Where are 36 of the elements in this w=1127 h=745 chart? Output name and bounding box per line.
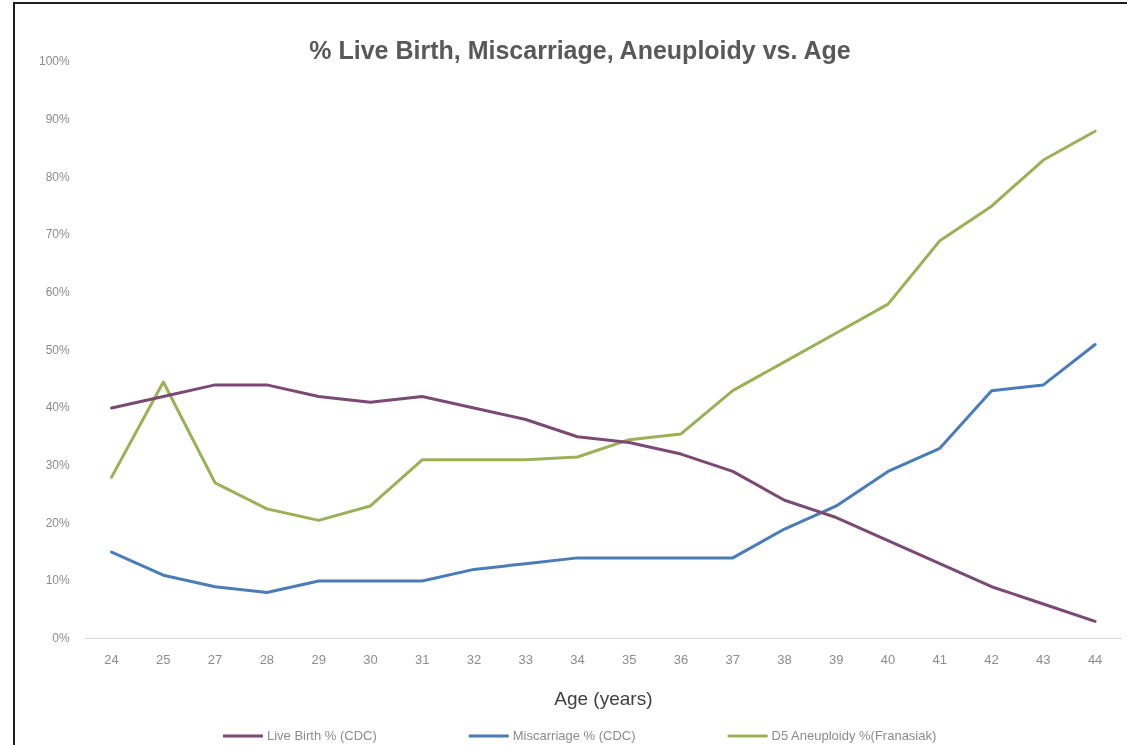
x-tick-label: 25 (156, 651, 171, 667)
legend-label: Miscarriage % (CDC) (512, 727, 636, 743)
y-tick-label: 50% (45, 342, 71, 357)
x-tick-label: 27 (207, 651, 223, 667)
x-tick-label: 40 (880, 651, 896, 667)
x-tick-label: 35 (621, 651, 637, 667)
x-tick-label: 42 (984, 651, 999, 667)
legend-label: Live Birth % (CDC) (266, 727, 377, 743)
x-tick-label: 29 (311, 651, 326, 667)
y-tick-label: 90% (45, 111, 71, 126)
x-tick-label: 39 (829, 651, 844, 667)
y-tick-label: 30% (45, 457, 71, 472)
y-tick-label: 0% (52, 630, 71, 645)
x-tick-label: 37 (725, 651, 740, 667)
x-tick-label: 32 (466, 651, 482, 667)
y-tick-label: 60% (45, 284, 71, 299)
x-tick-label: 44 (1087, 651, 1103, 667)
y-tick-label: 10% (45, 573, 71, 588)
x-tick-label: 36 (673, 651, 689, 667)
x-tick-label: 30 (363, 651, 378, 667)
y-tick-label: 40% (45, 400, 71, 415)
legend-label: D5 Aneuploidy %(Franasiak) (771, 727, 937, 743)
x-tick-label: 34 (570, 651, 585, 667)
x-tick-label: 28 (259, 651, 275, 667)
y-tick-label: 20% (45, 515, 71, 530)
chart-title: % Live Birth, Miscarriage, Aneuploidy vs. Age (309, 35, 851, 64)
x-tick-label: 38 (777, 651, 792, 667)
y-tick-label: 80% (45, 169, 71, 184)
y-tick-label: 100% (38, 54, 71, 69)
x-tick-label: 33 (518, 651, 533, 667)
y-tick-label: 70% (45, 227, 71, 242)
x-tick-label: 41 (932, 651, 948, 667)
x-tick-label: 24 (104, 651, 119, 667)
x-axis-title: Age (years) (554, 687, 653, 709)
x-tick-label: 43 (1036, 651, 1051, 667)
x-tick-label: 31 (414, 651, 430, 667)
